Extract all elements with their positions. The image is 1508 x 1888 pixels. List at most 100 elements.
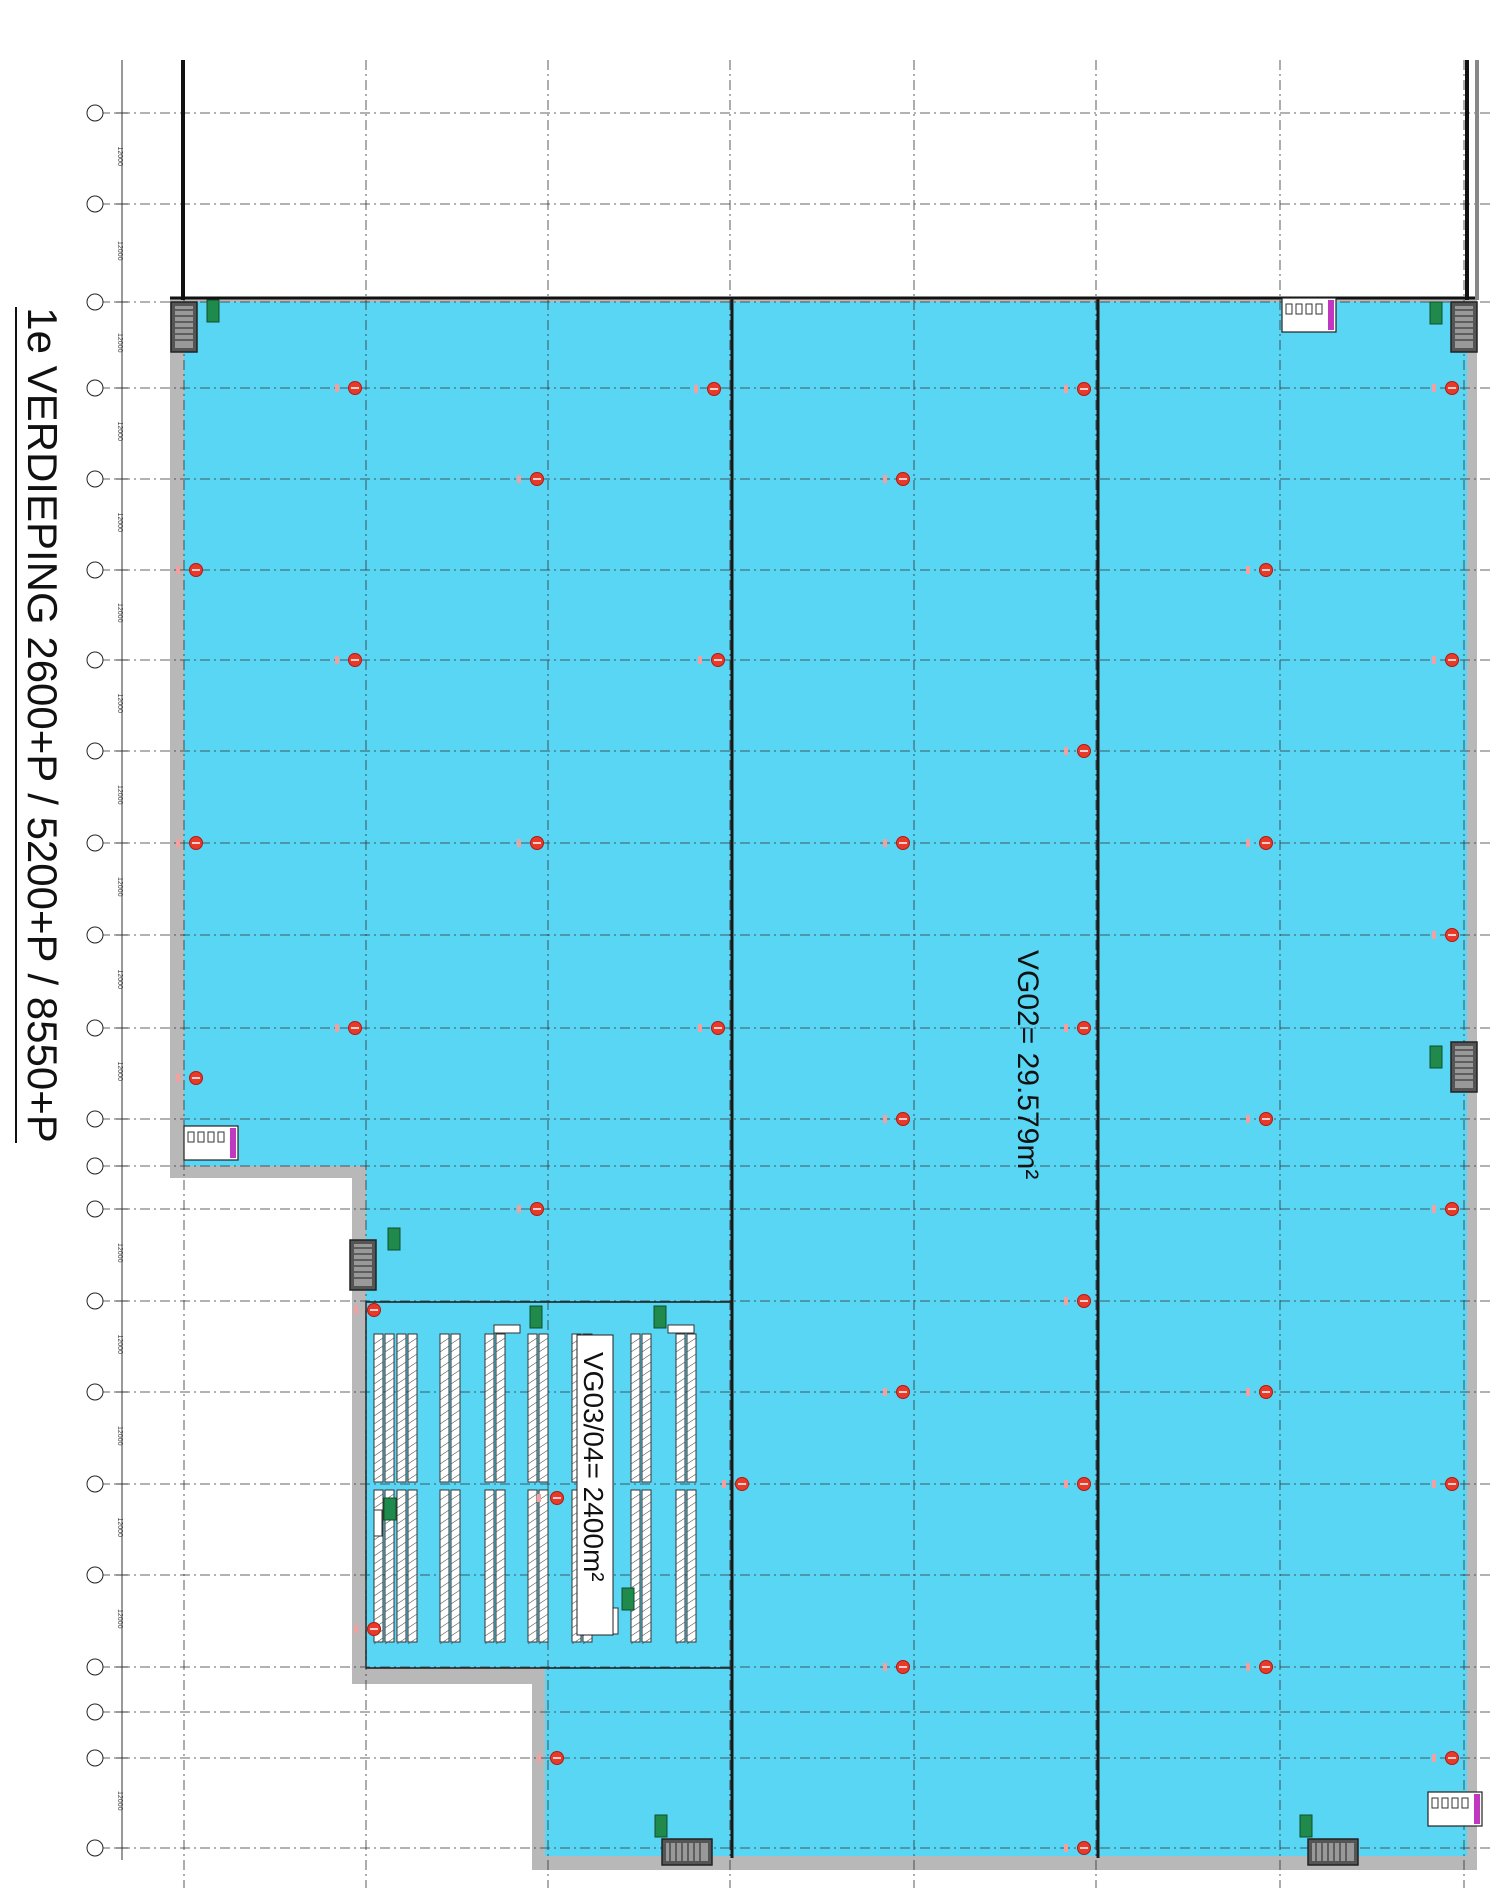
rack-hatch (484, 1345, 495, 1353)
rack-hatch (373, 1441, 384, 1449)
rack-hatch (675, 1457, 686, 1465)
dimension-value: 12000 (116, 422, 123, 442)
rack-hatch (396, 1589, 407, 1597)
rack-hatch (686, 1449, 697, 1457)
rack-hatch (686, 1441, 697, 1449)
rack (675, 1333, 686, 1483)
rack-hatch (495, 1565, 506, 1573)
rack-hatch (538, 1565, 549, 1573)
rack-hatch (675, 1597, 686, 1605)
rack-hatch (384, 1549, 395, 1557)
rack-hatch (384, 1409, 395, 1417)
rack-hatch (641, 1449, 652, 1457)
rack-hatch (495, 1629, 506, 1637)
exit-sign (1429, 1045, 1443, 1069)
rack-hatch (373, 1425, 384, 1433)
rack-hatch (450, 1581, 461, 1589)
rack-hatch (641, 1557, 652, 1565)
rack-hatch (384, 1337, 395, 1345)
hose-reel-tag (176, 566, 180, 574)
rack-hatch (495, 1597, 506, 1605)
rack-hatch (630, 1517, 641, 1525)
rack-hatch (675, 1345, 686, 1353)
rack-hatch (407, 1465, 418, 1473)
rack-hatch (495, 1581, 506, 1589)
rack-hatch (675, 1525, 686, 1533)
hose-reel-tag (176, 1074, 180, 1082)
rack-hatch (407, 1581, 418, 1589)
rack-hatch (439, 1417, 450, 1425)
rack-hatch (396, 1573, 407, 1581)
rack-hatch (675, 1401, 686, 1409)
rack-hatch (384, 1597, 395, 1605)
rack-hatch (373, 1605, 384, 1613)
dimension-value: 12000 (116, 241, 123, 261)
rack-hatch (538, 1433, 549, 1441)
rack-hatch (373, 1501, 384, 1509)
rack-hatch (641, 1401, 652, 1409)
grid-marker (86, 1839, 104, 1857)
rack-hatch (538, 1449, 549, 1457)
rack-hatch (675, 1613, 686, 1621)
grid-marker (86, 379, 104, 397)
rack-hatch (686, 1549, 697, 1557)
rack-hatch (495, 1409, 506, 1417)
rack-hatch (407, 1361, 418, 1369)
rack-hatch (384, 1565, 395, 1573)
rack-hatch (373, 1449, 384, 1457)
rack-hatch (641, 1385, 652, 1393)
rack-hatch (641, 1441, 652, 1449)
grid-marker (86, 1157, 104, 1175)
rack-hatch (527, 1473, 538, 1481)
rack-hatch (450, 1361, 461, 1369)
grid-marker (86, 834, 104, 852)
rack-hatch (484, 1465, 495, 1473)
floor-area-vg0304 (365, 1301, 733, 1669)
rack-hatch (675, 1425, 686, 1433)
rack-hatch (641, 1581, 652, 1589)
rack-hatch (439, 1377, 450, 1385)
dock-equipment (493, 1324, 521, 1334)
rack-hatch (686, 1525, 697, 1533)
exit-sign (621, 1587, 635, 1611)
rack-hatch (384, 1425, 395, 1433)
hose-reel-tag (722, 1480, 726, 1488)
rack (439, 1333, 450, 1483)
rack-hatch (675, 1557, 686, 1565)
rack-hatch (373, 1353, 384, 1361)
toilet-fixture (187, 1131, 195, 1143)
rack-hatch (439, 1565, 450, 1573)
storage-racks (373, 1324, 697, 1645)
rack-hatch (641, 1369, 652, 1377)
rack-hatch (641, 1549, 652, 1557)
rack-hatch (686, 1473, 697, 1481)
rack-hatch (373, 1465, 384, 1473)
toilet-fixture (1315, 303, 1323, 315)
rack-hatch (373, 1417, 384, 1425)
rack-hatch (396, 1581, 407, 1589)
hose-reel-tag (1064, 747, 1068, 755)
rack-hatch (439, 1589, 450, 1597)
rack-hatch (641, 1573, 652, 1581)
grid-markers (86, 104, 104, 1857)
rack-hatch (450, 1597, 461, 1605)
rack-hatch (396, 1605, 407, 1613)
hose-reel-tag (517, 839, 521, 847)
rack-hatch (450, 1385, 461, 1393)
rack-hatch (450, 1473, 461, 1481)
rack-hatch (675, 1509, 686, 1517)
dock-equipment (667, 1324, 695, 1334)
rack-hatch (373, 1573, 384, 1581)
rack-hatch (407, 1613, 418, 1621)
rack-hatch (407, 1557, 418, 1565)
rack-hatch (675, 1409, 686, 1417)
exit-sign (653, 1305, 667, 1329)
rack-hatch (450, 1353, 461, 1361)
rack-hatch (641, 1533, 652, 1541)
rack-hatch (384, 1385, 395, 1393)
dimension-value: 12000 (116, 1426, 123, 1446)
rack-hatch (538, 1517, 549, 1525)
rack-hatch (495, 1337, 506, 1345)
rack-hatch (484, 1605, 495, 1613)
dimension-value: 12000 (116, 147, 123, 167)
